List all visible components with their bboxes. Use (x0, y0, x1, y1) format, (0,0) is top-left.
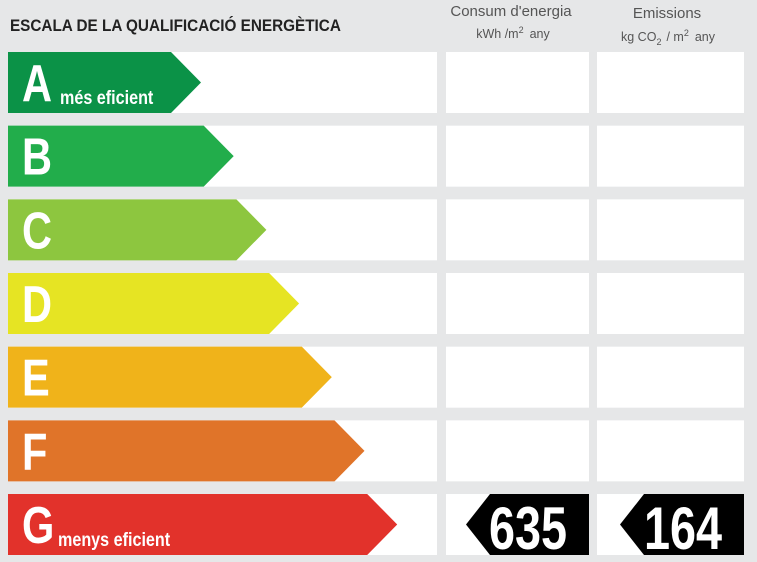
rating-arrow (8, 273, 300, 335)
emissions-header: Emissions (633, 5, 701, 22)
rating-letter: C (22, 201, 52, 260)
rating-arrow (8, 199, 267, 261)
consumption-unit: kWh /m2 any (476, 25, 550, 41)
cell (597, 273, 744, 335)
unit-text: kg CO (621, 30, 657, 44)
cell (446, 420, 589, 482)
value-arrow (466, 494, 589, 556)
cell (446, 346, 589, 408)
value-text: 164 (644, 495, 722, 562)
consumption-header: Consum d'energia (450, 3, 572, 20)
cell (597, 52, 744, 113)
cell (446, 52, 589, 113)
cell (597, 346, 744, 408)
rating-letter: G (22, 496, 54, 555)
rating-caption: més eficient (60, 87, 153, 109)
cell (446, 125, 589, 187)
value-arrow (620, 494, 744, 556)
cell (446, 273, 589, 335)
value-text: 635 (489, 495, 567, 562)
unit-text: any (530, 27, 551, 41)
cell (597, 420, 744, 482)
rating-arrow (8, 494, 398, 556)
rating-letter: D (22, 275, 52, 334)
rating-arrow (8, 346, 332, 408)
rating-letter: F (22, 422, 47, 481)
rating-letter: B (22, 127, 52, 186)
cell (597, 125, 744, 187)
unit-sub: 2 (656, 37, 661, 47)
rating-caption: menys eficient (58, 529, 170, 551)
unit-text: any (695, 30, 716, 44)
rating-arrow (8, 52, 201, 113)
unit-text: kWh /m (476, 27, 518, 41)
emissions-unit: kg CO2/ m2 any (621, 28, 716, 47)
unit-sup: 2 (519, 25, 524, 35)
unit-text: / m (666, 30, 683, 44)
rating-letter: A (22, 54, 52, 113)
rating-arrow (8, 125, 234, 187)
rating-letter: E (22, 348, 50, 407)
rating-arrow (8, 420, 365, 482)
title: ESCALA DE LA QUALIFICACIÓ ENERGÈTICA (10, 15, 341, 35)
unit-sup: 2 (684, 28, 689, 38)
cell (597, 199, 744, 261)
cell (446, 199, 589, 261)
